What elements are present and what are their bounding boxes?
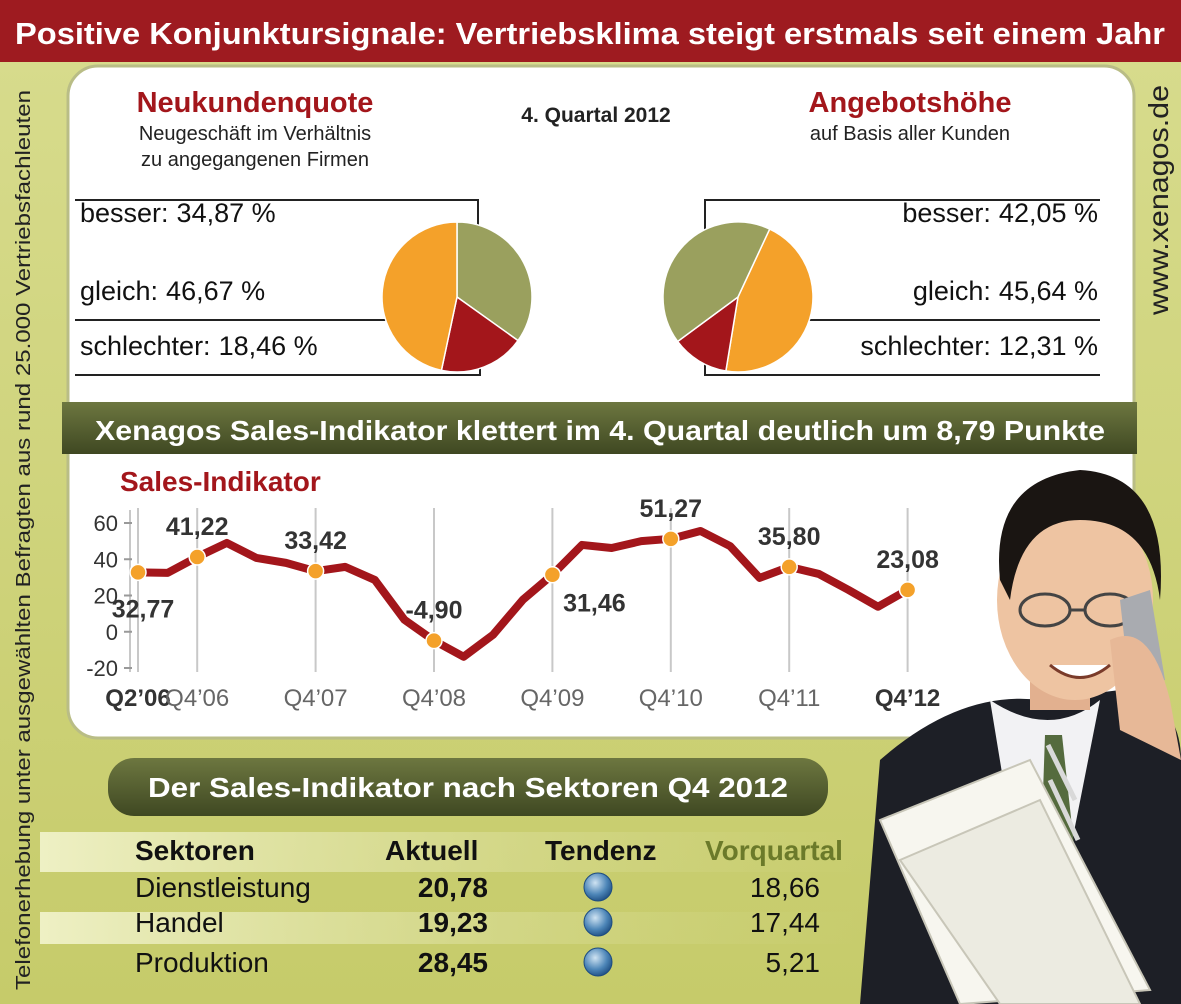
pie-slice <box>440 295 520 373</box>
chart-title: Sales-Indikator <box>120 466 321 497</box>
pie-value-label: 42,05 % <box>999 198 1098 228</box>
marker <box>188 548 206 566</box>
marker <box>780 558 798 576</box>
pie-subtitle: zu angegangenen Firmen <box>141 149 369 171</box>
banner: Xenagos Sales-Indikator klettert im 4. Q… <box>95 415 1105 446</box>
pie-category: besser: <box>902 198 991 228</box>
pie-value-label: 18,46 % <box>219 331 318 361</box>
title-bar <box>0 0 1181 62</box>
pie-label: gleich: 45,64 % <box>913 276 1098 306</box>
banner-bg <box>62 402 1137 454</box>
previous-value: 17,44 <box>750 907 820 938</box>
current-value: 20,78 <box>418 872 488 903</box>
current-value: 19,23 <box>418 907 488 938</box>
pie-category: schlechter: <box>860 331 991 361</box>
table-title-bg <box>108 758 828 816</box>
marker <box>662 530 680 548</box>
pie-title: Angebotshöhe <box>809 87 1012 119</box>
value-label: -4,90 <box>406 597 463 625</box>
value-label: 51,27 <box>640 495 703 523</box>
pie-subtitle: auf Basis aller Kunden <box>810 123 1010 145</box>
table-title: Der Sales-Indikator nach Sektoren Q4 201… <box>148 772 788 803</box>
pie-label: schlechter: 12,31 % <box>860 331 1098 361</box>
y-tick-label: 0 <box>106 620 118 645</box>
pie-value-label: 46,67 % <box>166 276 265 306</box>
pie-category: gleich: <box>80 276 158 306</box>
pie-slice <box>662 221 771 343</box>
value-label: 32,77 <box>112 595 175 623</box>
page-title: Positive Konjunktursignale: Vertriebskli… <box>15 16 1165 51</box>
website: www.xenagos.de <box>1143 85 1174 316</box>
y-tick-label: 40 <box>94 547 118 572</box>
pie-label: schlechter: 18,46 % <box>80 331 318 361</box>
sector-name: Handel <box>135 907 224 938</box>
x-tick-label: Q4’11 <box>758 685 820 712</box>
x-tick-label: Q4’06 <box>165 685 229 712</box>
current-value: 28,45 <box>418 947 488 978</box>
value-label: 41,22 <box>166 513 229 541</box>
marker <box>898 581 917 599</box>
y-tick-label: -20 <box>86 656 118 681</box>
trend-icon <box>583 872 613 902</box>
value-label: 33,42 <box>284 527 347 555</box>
trend-icon <box>583 947 613 977</box>
pie-label: gleich: 46,67 % <box>80 276 265 306</box>
row-band <box>40 832 860 872</box>
previous-value: 18,66 <box>750 872 820 903</box>
pie-category: gleich: <box>913 276 991 306</box>
sector-name: Dienstleistung <box>135 872 311 903</box>
table-header: Sektoren <box>135 835 255 866</box>
side-note: Telefonerhebung unter ausgewählten Befra… <box>13 90 35 990</box>
line <box>134 526 912 661</box>
marker <box>129 563 147 582</box>
pie-value-label: 12,31 % <box>999 331 1098 361</box>
x-tick-label: Q4’07 <box>284 685 348 712</box>
pie-slice <box>456 221 533 342</box>
sector-name: Produktion <box>135 947 269 978</box>
marker <box>306 562 325 580</box>
pie-value-label: 45,64 % <box>999 276 1098 306</box>
previous-value: 5,21 <box>766 947 821 978</box>
trend-icon <box>583 907 613 937</box>
table-header: Vorquartal <box>705 835 843 866</box>
person-illustration <box>860 470 1181 1004</box>
pie-category: schlechter: <box>80 331 211 361</box>
value-label: 35,80 <box>758 523 821 551</box>
x-tick-label: Q2’06 <box>105 685 170 712</box>
y-tick-label: 60 <box>94 511 118 536</box>
marker <box>543 565 562 584</box>
x-tick-label: Q4’09 <box>520 685 584 712</box>
x-tick-label: Q4’10 <box>639 685 703 712</box>
x-tick-label: Q4’12 <box>875 685 940 712</box>
pie-subtitle: Neugeschäft im Verhältnis <box>139 123 371 145</box>
value-label: 23,08 <box>876 546 939 574</box>
x-tick-label: Q4’08 <box>402 685 466 712</box>
row-band <box>40 912 860 944</box>
pie-label: besser: 42,05 % <box>902 198 1098 228</box>
pie-slice <box>725 228 814 373</box>
pie-value-label: 34,87 % <box>177 198 276 228</box>
marker <box>425 631 443 650</box>
value-label: 31,46 <box>563 590 626 618</box>
y-tick-label: 20 <box>94 584 118 609</box>
pie-label: besser: 34,87 % <box>80 198 276 228</box>
pie-slice <box>381 221 458 372</box>
pie-title: Neukundenquote <box>137 87 374 119</box>
table-header: Tendenz <box>545 835 656 866</box>
pie-category: besser: <box>80 198 169 228</box>
table-header: Aktuell <box>385 835 478 866</box>
period: 4. Quartal 2012 <box>521 104 670 127</box>
pie-slice <box>676 295 740 372</box>
